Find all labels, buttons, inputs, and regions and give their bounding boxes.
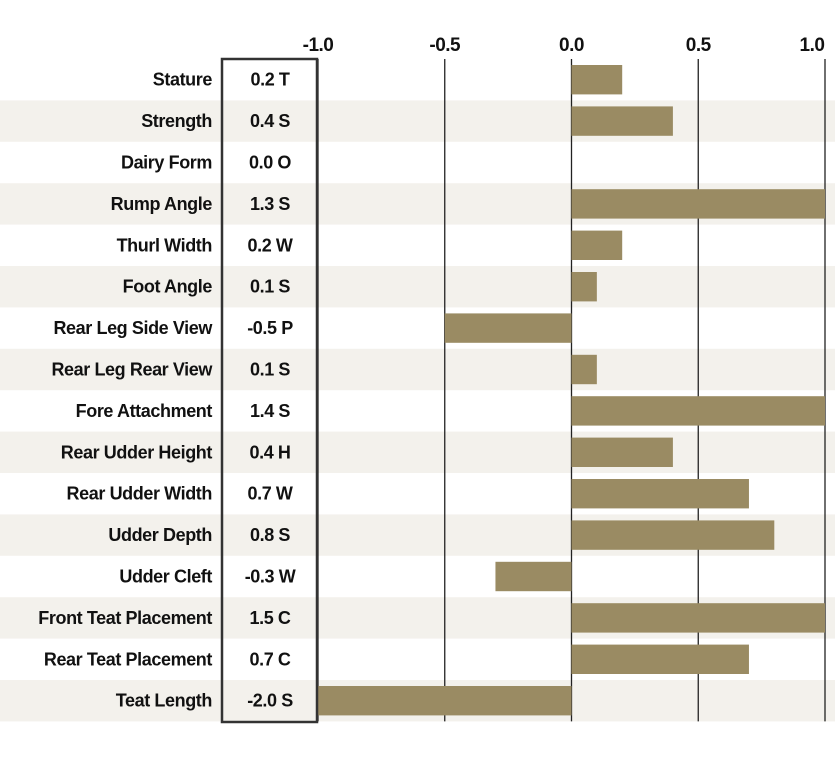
value-label: 0.4 H <box>249 442 290 462</box>
trait-label: Stature <box>153 70 213 90</box>
bar <box>571 106 673 136</box>
x-tick-label: -1.0 <box>303 35 334 56</box>
bar <box>571 437 673 467</box>
x-tick-label: -0.5 <box>429 35 461 56</box>
trait-label: Udder Depth <box>108 525 212 545</box>
trait-label: Dairy Form <box>121 153 212 173</box>
x-tick-label: 0.0 <box>559 35 584 56</box>
trait-label: Front Teat Placement <box>38 608 212 628</box>
bar <box>571 272 597 302</box>
trait-label: Rear Udder Width <box>67 484 212 504</box>
trait-label: Rump Angle <box>111 194 213 214</box>
x-tick-label: 1.0 <box>800 35 825 56</box>
value-label: 0.7 C <box>249 649 290 669</box>
trait-labels: Stature Strength Dairy Form Rump Angle Thurl… <box>38 70 214 711</box>
bar <box>571 644 749 674</box>
bar <box>571 603 825 633</box>
bar <box>571 189 825 219</box>
row-stripe <box>0 431 835 473</box>
value-label: 0.2 W <box>247 235 292 255</box>
value-labels: 0.2 T 0.4 S 0.0 O 1.3 S 0.2 W 0.1 S -0.5 P 0.1 … <box>245 70 296 711</box>
trait-label: Thurl Width <box>117 235 212 255</box>
bar <box>571 65 623 95</box>
trait-label: Foot Angle <box>123 277 213 297</box>
value-label: 0.8 S <box>250 525 290 545</box>
row-stripe <box>0 266 835 308</box>
bar <box>495 561 572 592</box>
trait-label: Udder Cleft <box>119 567 212 587</box>
trait-label: Rear Teat Placement <box>44 649 213 669</box>
value-label: 0.0 O <box>249 153 291 173</box>
trait-label: Fore Attachment <box>76 401 213 421</box>
value-label: -2.0 S <box>247 691 293 711</box>
bar <box>571 520 775 550</box>
bar <box>571 479 749 509</box>
bars <box>318 65 825 716</box>
value-label: 0.1 S <box>250 360 290 380</box>
trait-label: Teat Length <box>116 691 212 711</box>
row-stripe <box>0 100 835 142</box>
trait-label: Rear Leg Rear View <box>51 360 213 380</box>
value-label: -0.5 P <box>247 318 293 338</box>
x-tick-label: 0.5 <box>686 35 712 56</box>
value-column-box <box>220 57 319 724</box>
value-label: 1.3 S <box>250 194 290 214</box>
value-label: 0.4 S <box>250 111 290 131</box>
value-label: 0.2 T <box>250 70 289 90</box>
trait-label: Strength <box>141 111 212 131</box>
row-stripe <box>0 348 835 391</box>
bar <box>571 354 597 385</box>
trait-label: Rear Udder Height <box>61 442 213 462</box>
value-label: -0.3 W <box>245 567 296 587</box>
bar <box>571 230 623 260</box>
trait-label: Rear Leg Side View <box>53 318 213 338</box>
value-label: 1.5 C <box>249 608 290 628</box>
value-label: 0.7 W <box>247 484 292 504</box>
bar <box>571 396 825 426</box>
value-label: 0.1 S <box>250 277 290 297</box>
bar <box>444 313 572 343</box>
x-axis-tick-labels: -1.0 -0.5 0.0 0.5 1.0 <box>303 35 825 56</box>
bar <box>318 686 572 716</box>
value-label: 1.4 S <box>250 401 290 421</box>
